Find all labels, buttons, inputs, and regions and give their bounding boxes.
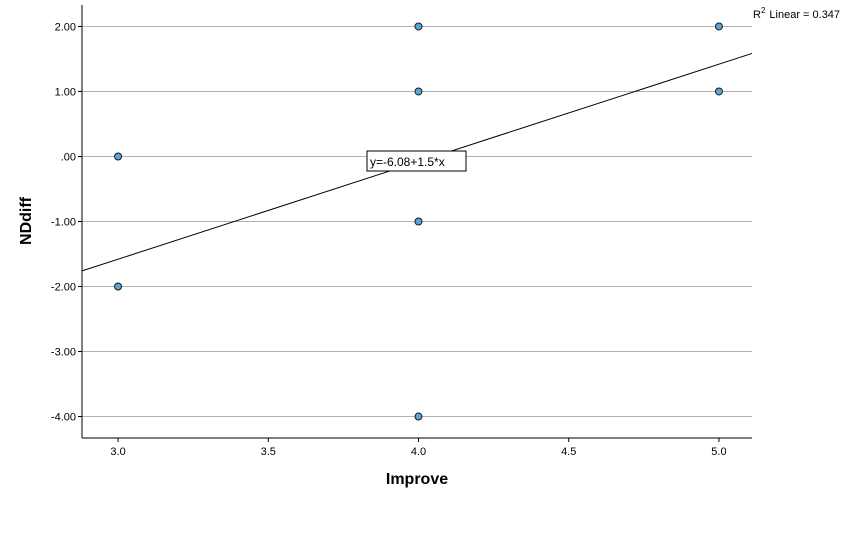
data-point — [414, 412, 423, 421]
x-tick-label: 4.5 — [561, 446, 576, 458]
x-tick-label: 5.0 — [711, 446, 726, 458]
data-point — [414, 217, 423, 226]
y-tick-label: -2.00 — [51, 282, 76, 294]
y-tick-label: -3.00 — [51, 347, 76, 359]
y-tick-label: 2.00 — [55, 21, 76, 33]
data-point — [714, 22, 723, 31]
data-point — [414, 87, 423, 96]
y-axis-title: NDdiff — [18, 196, 35, 245]
data-point — [114, 282, 123, 291]
data-point — [114, 152, 123, 161]
r-squared-superscript: 2 — [761, 6, 766, 15]
y-tick-label: -1.00 — [51, 217, 76, 229]
fit-equation-label: y=-6.08+1.5*x — [370, 155, 445, 169]
x-tick-label: 3.0 — [110, 446, 125, 458]
r-squared-label: R2 Linear = 0.347 — [753, 6, 840, 21]
y-tick-label: .00 — [61, 151, 76, 163]
y-tick-labels: 2.00 1.00 .00 -1.00 -2.00 -3.00 -4.00 — [51, 21, 82, 424]
data-points — [114, 22, 723, 421]
fit-equation-box: y=-6.08+1.5*x — [366, 150, 467, 172]
data-point — [414, 22, 423, 31]
fit-equation-border — [366, 150, 467, 172]
y-tick-label: -4.00 — [51, 412, 76, 424]
x-axis-title: Improve — [386, 471, 448, 488]
x-tick-label: 3.5 — [261, 446, 276, 458]
x-tick-label: 4.0 — [411, 446, 426, 458]
data-point — [714, 87, 723, 96]
x-tick-labels: 3.0 3.5 4.0 4.5 5.0 — [110, 438, 727, 458]
r-squared-value: Linear = 0.347 — [769, 9, 840, 21]
y-tick-label: 1.00 — [55, 86, 76, 98]
r-squared-prefix: R — [753, 9, 761, 21]
